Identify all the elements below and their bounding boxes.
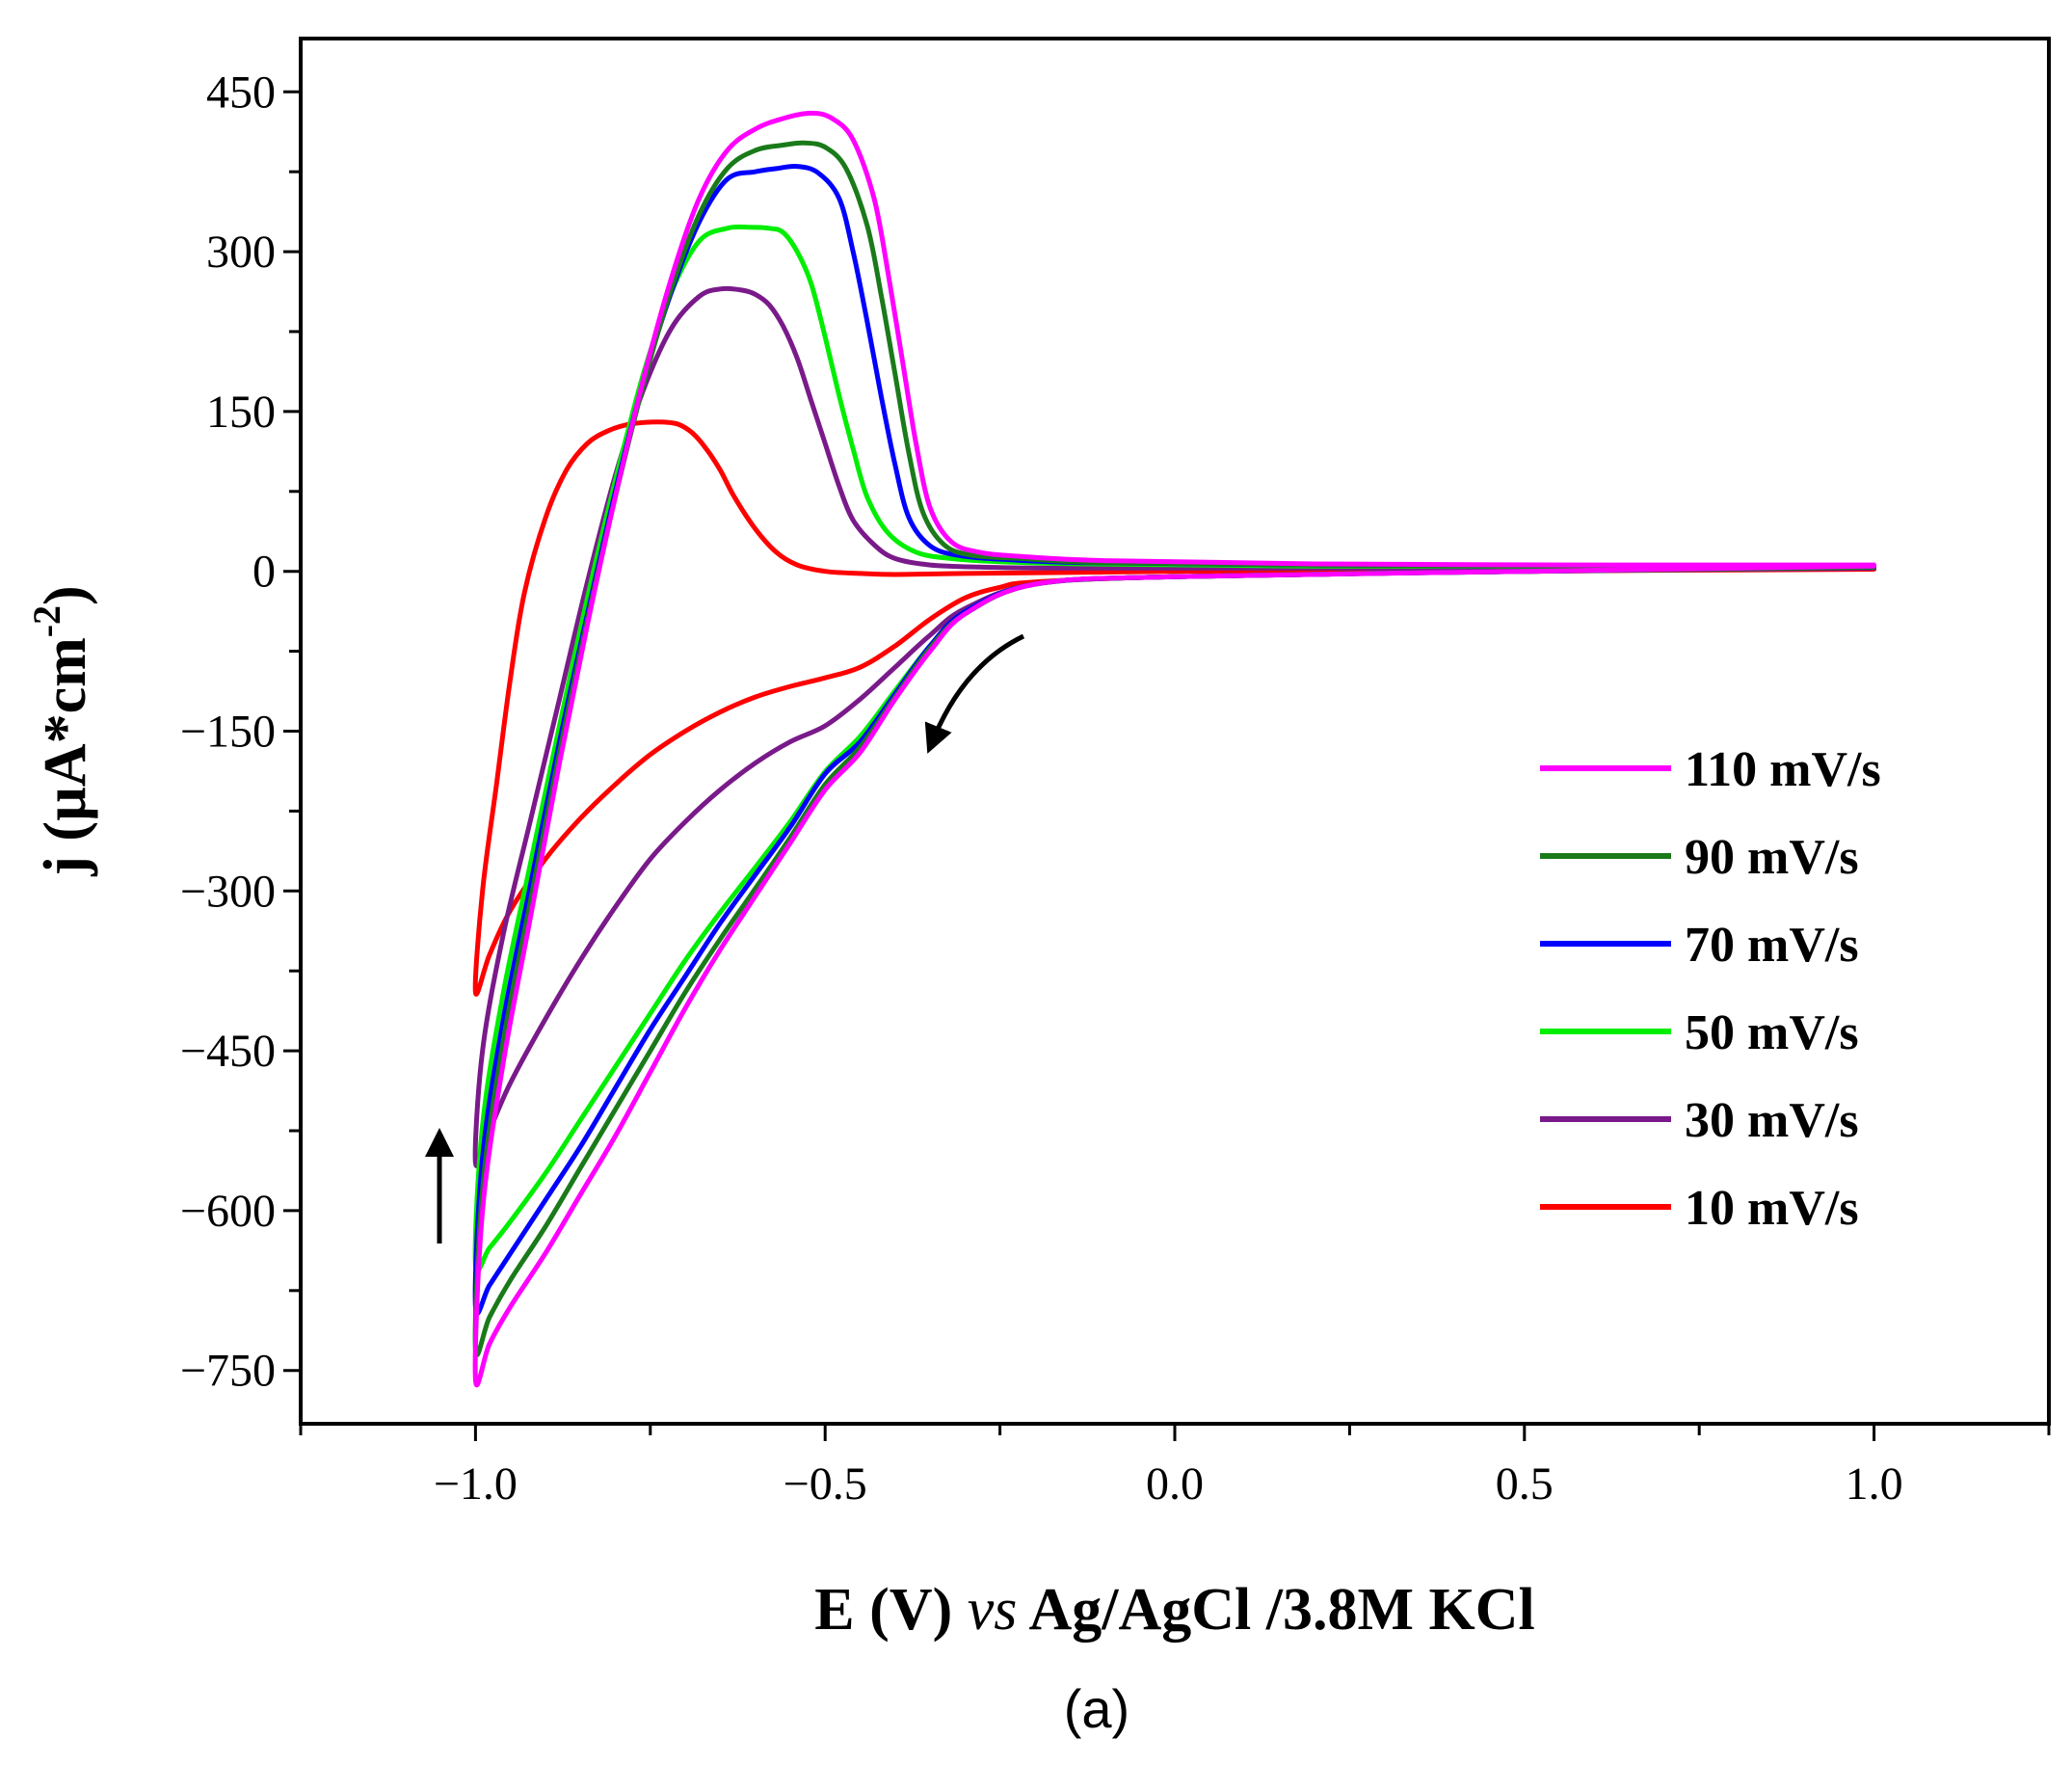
y-tick-label: 0 <box>252 547 276 598</box>
series-line-90-mv-s <box>472 140 1877 1358</box>
y-axis-title: j (µA*cm-2) <box>25 585 98 876</box>
x-tick-label: 1.0 <box>1846 1458 1903 1510</box>
y-tick-label: 450 <box>206 67 276 118</box>
x-tick-label: 0.0 <box>1146 1458 1204 1510</box>
legend: 110 mV/s 90 mV/s 70 mV/s 50 mV/s 30 mV/s 10 m… <box>1540 742 1881 1236</box>
series-line-10-mv-s <box>472 419 1877 997</box>
y-tick-label: −150 <box>180 707 276 758</box>
y-axis-ticks: 450 300 150 0 −150 −300 −450 −600 −750 <box>180 67 301 1397</box>
series-line-110-mv-s <box>472 110 1877 1388</box>
legend-label: 70 mV/s <box>1685 918 1859 973</box>
series-layer <box>472 110 1877 1388</box>
x-tick-label: −1.0 <box>434 1458 518 1510</box>
y-tick-label: 150 <box>206 387 276 438</box>
y-tick-label: −600 <box>180 1186 276 1237</box>
x-tick-label: −0.5 <box>784 1458 867 1510</box>
legend-label: 10 mV/s <box>1685 1181 1859 1236</box>
scan-direction-arrow-cathodic <box>924 633 1025 754</box>
x-axis-title: E (V) vs Ag/AgCl /3.8M KCl <box>814 1577 1534 1643</box>
legend-label: 90 mV/s <box>1685 830 1859 885</box>
figure-caption: (a) <box>1064 1678 1129 1739</box>
legend-label: 30 mV/s <box>1685 1093 1859 1148</box>
y-tick-label: −300 <box>180 866 276 917</box>
x-tick-label: 0.5 <box>1496 1458 1554 1510</box>
series-line-50-mv-s <box>472 224 1877 1274</box>
series-line-30-mv-s <box>472 285 1877 1168</box>
y-tick-label: −450 <box>180 1026 276 1077</box>
series-line-70-mv-s <box>472 163 1877 1317</box>
legend-label: 110 mV/s <box>1685 742 1881 797</box>
x-axis-ticks: −1.0 −0.5 0.0 0.5 1.0 <box>299 1424 2051 1510</box>
y-tick-label: −750 <box>180 1346 276 1397</box>
legend-label: 50 mV/s <box>1685 1005 1859 1060</box>
y-tick-label: 300 <box>206 227 276 278</box>
